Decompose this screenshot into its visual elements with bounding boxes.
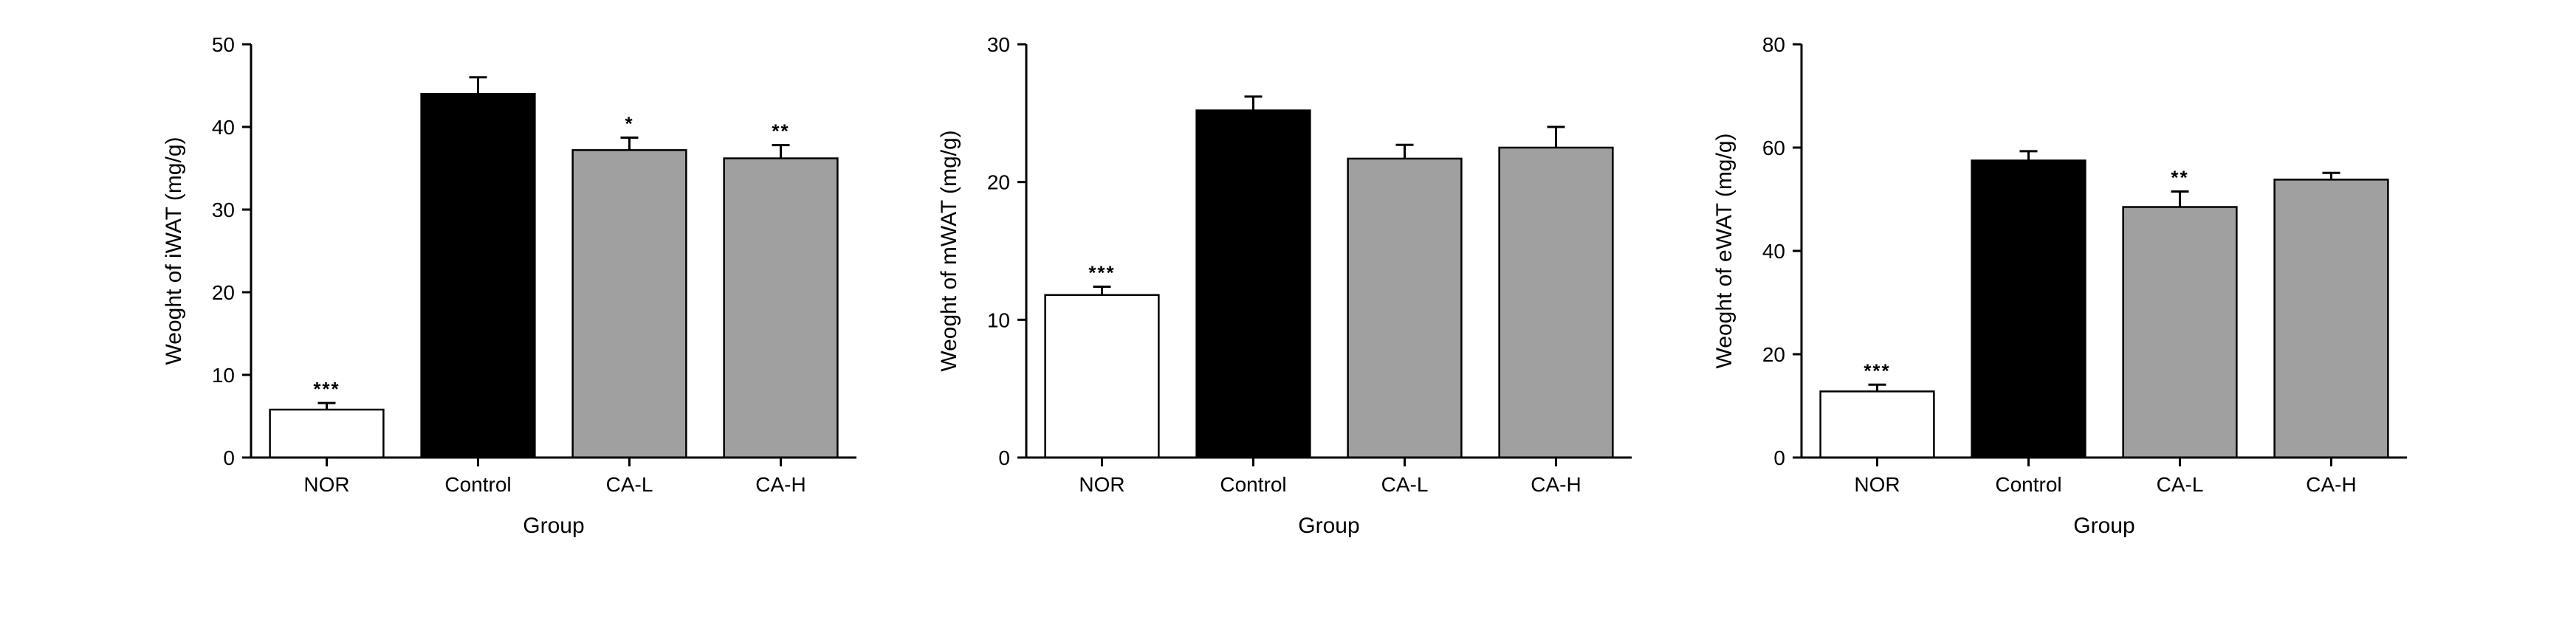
significance-marker: *** bbox=[1088, 262, 1115, 284]
y-tick-label: 0 bbox=[223, 446, 235, 469]
x-tick-label: CA-L bbox=[2156, 473, 2203, 496]
chart-panel-ewat: *** NOR Control ** CA-L CA-H 0 20 40 60 80 Weoght o… bbox=[1698, 15, 2429, 576]
y-tick-label: 10 bbox=[986, 308, 1009, 331]
x-tick-label: CA-H bbox=[2306, 473, 2356, 496]
significance-marker: *** bbox=[313, 378, 340, 400]
x-tick-label: NOR bbox=[1079, 473, 1124, 496]
bar-ca-l bbox=[2123, 207, 2236, 458]
y-axis-title: Weoght of mWAT (mg/g) bbox=[937, 130, 961, 371]
x-tick-label: NOR bbox=[303, 473, 349, 496]
chart-svg-eWAT: *** NOR Control ** CA-L CA-H 0 20 40 60 80 Weoght o… bbox=[1698, 15, 2429, 576]
y-tick-label: 50 bbox=[211, 33, 234, 56]
x-tick-label: NOR bbox=[1854, 473, 1900, 496]
y-axis-title: Weoght of iWAT (mg/g) bbox=[162, 137, 186, 365]
significance-marker: *** bbox=[1864, 359, 1890, 382]
y-tick-label: 20 bbox=[986, 171, 1009, 194]
bar-ca-l bbox=[572, 150, 686, 458]
y-tick-label: 60 bbox=[1762, 137, 1785, 159]
y-tick-label: 30 bbox=[986, 33, 1009, 56]
y-tick-label: 0 bbox=[1773, 446, 1785, 469]
y-tick-label: 40 bbox=[211, 116, 234, 139]
y-tick-label: 10 bbox=[211, 364, 234, 387]
significance-marker: ** bbox=[2171, 167, 2188, 189]
y-tick-label: 0 bbox=[998, 446, 1010, 469]
x-tick-label: Control bbox=[444, 473, 511, 496]
y-tick-label: 30 bbox=[211, 199, 234, 221]
y-tick-label: 20 bbox=[1762, 343, 1785, 366]
significance-marker: * bbox=[625, 113, 633, 135]
chart-panel-iwat: *** NOR Control * CA-L ** CA-H 0 10 20 30 40 50 Weogh… bbox=[148, 15, 879, 576]
bar-nor bbox=[269, 410, 383, 458]
y-tick-label: 40 bbox=[1762, 240, 1785, 263]
x-axis-title: Group bbox=[1298, 514, 1359, 538]
bar-nor bbox=[1045, 295, 1158, 458]
bar-control bbox=[1196, 111, 1310, 458]
x-tick-label: CA-H bbox=[1531, 473, 1581, 496]
y-tick-label: 80 bbox=[1762, 33, 1785, 56]
chart-svg-iWAT: *** NOR Control * CA-L ** CA-H 0 10 20 30 40 50 Weogh… bbox=[148, 15, 879, 576]
bar-ca-h bbox=[724, 159, 837, 458]
bar-ca-h bbox=[2274, 179, 2388, 458]
y-tick-label: 20 bbox=[211, 281, 234, 304]
x-tick-label: CA-L bbox=[605, 473, 653, 496]
x-tick-label: Control bbox=[1220, 473, 1286, 496]
bar-control bbox=[1971, 161, 2085, 458]
chart-panel-mwat: *** NOR Control CA-L CA-H 0 10 20 30 Weoght of mW… bbox=[923, 15, 1654, 576]
x-tick-label: Control bbox=[1995, 473, 2061, 496]
chart-svg-mWAT: *** NOR Control CA-L CA-H 0 10 20 30 Weoght of mW… bbox=[923, 15, 1654, 576]
x-axis-title: Group bbox=[2073, 514, 2134, 538]
y-axis-title: Weoght of eWAT (mg/g) bbox=[1712, 134, 1737, 369]
bar-ca-h bbox=[1499, 148, 1612, 458]
x-tick-label: CA-H bbox=[755, 473, 806, 496]
significance-marker: ** bbox=[772, 120, 789, 142]
x-tick-label: CA-L bbox=[1381, 473, 1428, 496]
bar-control bbox=[421, 94, 535, 458]
bar-nor bbox=[1820, 391, 1934, 458]
bar-ca-l bbox=[1347, 159, 1461, 458]
x-axis-title: Group bbox=[523, 514, 584, 538]
